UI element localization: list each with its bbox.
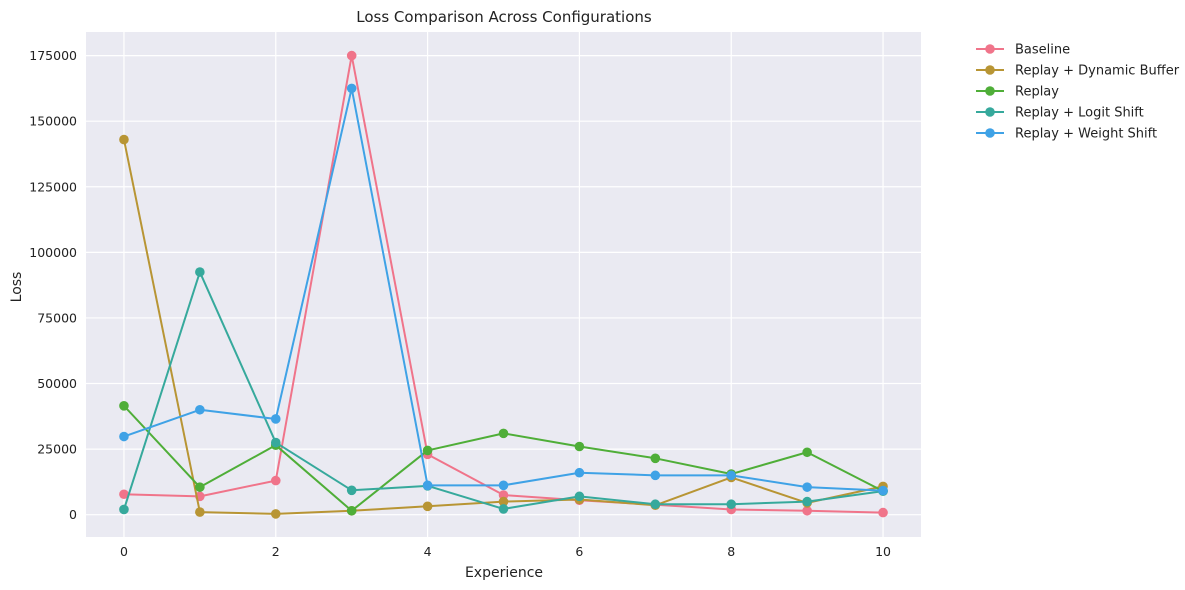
data-point — [498, 490, 509, 500]
legend-label: Replay + Dynamic Buffer — [1015, 64, 1180, 79]
data-point — [574, 467, 585, 478]
x-axis-label: Experience — [465, 565, 543, 581]
data-point — [878, 507, 888, 518]
y-axis-label: Loss — [9, 272, 25, 303]
legend-item: Replay + Weight Shift — [976, 127, 1157, 142]
data-point — [422, 480, 433, 491]
data-point — [650, 453, 661, 464]
data-point — [119, 431, 129, 442]
data-point — [422, 445, 433, 456]
x-tick-label: 4 — [424, 544, 432, 559]
data-point — [726, 470, 737, 481]
data-point — [498, 480, 509, 491]
data-point — [195, 267, 205, 277]
legend-label: Replay — [1015, 85, 1059, 100]
legend-item: Replay — [976, 85, 1059, 100]
y-tick-label: 0 — [69, 507, 77, 522]
data-point — [574, 441, 585, 452]
y-tick-label: 125000 — [29, 179, 77, 194]
data-point — [346, 505, 357, 516]
data-point — [270, 509, 281, 519]
data-point — [802, 447, 812, 458]
x-tick-labels: 0 2 4 6 8 10 — [120, 544, 891, 559]
data-point — [726, 499, 737, 510]
legend-marker — [985, 44, 995, 54]
data-point — [270, 414, 281, 424]
x-tick-label: 10 — [875, 544, 891, 559]
data-point — [802, 496, 812, 507]
grid-lines — [86, 32, 921, 537]
data-point — [270, 437, 281, 448]
data-point — [498, 496, 509, 507]
y-tick-labels: 0 25000 50000 75000 100000 125000 150000 175000 — [29, 48, 77, 522]
data-point — [119, 134, 129, 145]
legend-marker — [985, 107, 995, 117]
y-tick-label: 100000 — [29, 245, 77, 260]
data-point — [195, 507, 205, 517]
data-point — [498, 428, 509, 439]
y-tick-label: 75000 — [37, 310, 77, 325]
y-tick-label: 175000 — [29, 48, 77, 63]
legend-item: Baseline — [976, 43, 1070, 58]
legend-item: Replay + Dynamic Buffer — [976, 64, 1180, 79]
chart-title: Loss Comparison Across Configurations — [356, 8, 652, 26]
data-point — [119, 489, 129, 500]
series-3 — [119, 267, 888, 515]
legend-marker — [985, 86, 995, 96]
x-tick-label: 0 — [120, 544, 128, 559]
data-point — [650, 470, 661, 481]
data-point — [422, 501, 433, 512]
legend-item: Replay + Logit Shift — [976, 106, 1144, 121]
series-4 — [119, 83, 888, 496]
legend-label: Replay + Logit Shift — [1015, 106, 1144, 121]
data-point — [195, 482, 205, 492]
plot-area — [86, 32, 921, 537]
data-point — [346, 50, 357, 61]
data-point — [802, 482, 812, 492]
legend-label: Replay + Weight Shift — [1015, 127, 1157, 142]
x-tick-label: 2 — [272, 544, 280, 559]
data-point — [650, 499, 661, 510]
data-point — [498, 504, 509, 514]
data-point — [119, 504, 129, 515]
legend-marker — [985, 128, 995, 138]
legend-label: Baseline — [1015, 43, 1070, 58]
data-point — [270, 475, 281, 486]
data-point — [346, 83, 357, 94]
x-tick-label: 6 — [575, 544, 583, 559]
y-tick-label: 150000 — [29, 114, 77, 129]
data-point — [878, 485, 888, 496]
legend-marker — [985, 65, 995, 75]
x-tick-label: 8 — [727, 544, 735, 559]
data-point — [346, 485, 357, 496]
data-point — [195, 404, 205, 415]
y-tick-label: 25000 — [37, 442, 77, 457]
data-point — [574, 491, 585, 502]
data-point — [119, 401, 129, 411]
legend: Baseline Replay + Dynamic Buffer Replay Rep… — [976, 43, 1180, 142]
data-point — [802, 505, 812, 516]
y-tick-label: 50000 — [37, 376, 77, 391]
series-layer — [119, 50, 888, 519]
